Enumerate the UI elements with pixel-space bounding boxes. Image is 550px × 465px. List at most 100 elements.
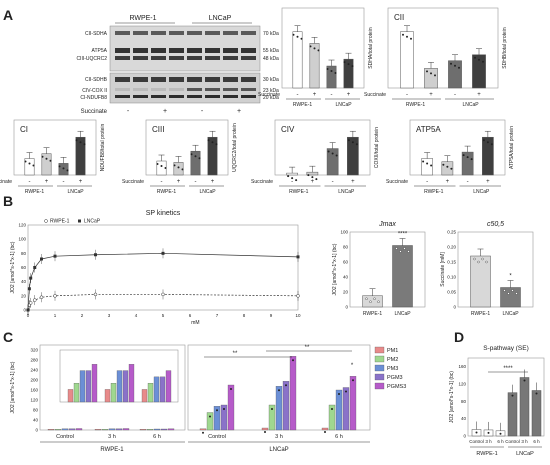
bar: [153, 428, 161, 431]
blot-band: [133, 77, 148, 82]
timepoint-label: 6 h: [335, 434, 343, 440]
bar: [328, 404, 336, 431]
blot-group-label: LNCaP: [209, 15, 232, 22]
bar: [268, 404, 276, 431]
blot-band: [187, 31, 202, 35]
bar: [261, 427, 269, 431]
data-point: [32, 164, 35, 167]
blot-band-name: CI-NDUFB8: [80, 95, 107, 101]
data-point: [313, 47, 316, 50]
data-point: [307, 174, 310, 177]
data-point: [369, 300, 372, 303]
inset-bar: [122, 370, 129, 403]
data-point: [181, 168, 184, 171]
data-point: [450, 62, 452, 65]
blot-band-name: CII-SDHB: [85, 77, 108, 83]
data-point: [331, 408, 333, 410]
data-point: [474, 56, 476, 59]
succinate-mark: +: [311, 179, 315, 185]
blot-band-name: CIII-UQCRC2: [76, 56, 107, 62]
bar: [108, 428, 116, 431]
succinate-label: Succinate: [122, 179, 144, 185]
blot-band: [187, 88, 202, 91]
blot-band: [115, 31, 130, 35]
significance-label: *: [351, 363, 354, 369]
data-point: [202, 431, 204, 434]
y-tick-label: 0: [463, 434, 466, 439]
blot-band-name: CIV-COX II: [82, 88, 107, 94]
blot-band: [151, 77, 166, 82]
data-point: [66, 169, 69, 172]
succinate-mark: -: [331, 92, 333, 98]
data-point: [190, 153, 193, 156]
data-point: [211, 141, 214, 144]
y-tick-label: 320: [30, 348, 38, 353]
category-label: RWPE-1: [471, 311, 491, 317]
succinate-mark: +: [313, 92, 317, 98]
y-tick-label: 160: [458, 364, 466, 369]
series-point: [27, 287, 31, 291]
chart-title: CIV: [281, 125, 295, 134]
blot-band: [133, 31, 148, 35]
bar: [289, 356, 297, 431]
panel-letter: A: [3, 7, 13, 23]
legend-marker: [44, 219, 48, 223]
inset-bar: [147, 382, 154, 403]
blot-band: [241, 95, 256, 98]
group-label: LNCaP: [462, 102, 479, 108]
plot-frame: [349, 231, 426, 308]
data-point: [395, 247, 398, 250]
succinate-mark: -: [161, 179, 163, 185]
group-label: RWPE-1: [157, 189, 177, 195]
bar: [61, 428, 69, 431]
data-point: [355, 143, 358, 146]
data-point: [373, 297, 376, 300]
bar: [531, 390, 542, 437]
data-point: [215, 143, 218, 146]
chart-title: CI: [20, 125, 28, 134]
y-tick-label: 160: [30, 388, 38, 393]
inset-bar: [73, 382, 80, 403]
blot-band: [187, 48, 202, 53]
series-line: [27, 252, 299, 311]
blot-band-name: CII-SDHA: [85, 31, 108, 37]
blot-succinate-mark: -: [201, 108, 204, 115]
blot-band: [115, 48, 130, 53]
blot-band: [223, 77, 238, 82]
data-point: [499, 432, 502, 435]
succinate-mark: -: [406, 92, 408, 98]
x-tick-label: 1: [54, 313, 57, 318]
data-point: [442, 163, 445, 166]
legend-label: PGMS3: [387, 384, 406, 390]
succinate-mark: -: [29, 179, 31, 185]
group-label: RWPE-1: [100, 447, 124, 453]
plot-frame: [13, 119, 97, 176]
bar: [139, 429, 147, 431]
y-tick-label: 120: [30, 398, 38, 403]
bar: [213, 406, 221, 431]
blot-band: [187, 56, 202, 60]
bar: [321, 427, 329, 431]
data-point: [490, 143, 493, 146]
data-point: [271, 408, 273, 410]
blot-band: [169, 56, 184, 60]
blot-band: [133, 48, 148, 53]
data-point: [278, 389, 280, 392]
data-point: [406, 35, 408, 38]
timepoint-label: 6 h: [153, 434, 161, 440]
data-point: [331, 152, 334, 155]
chart-title: Jmax: [378, 221, 396, 228]
series-point: [93, 292, 98, 297]
blot-band: [169, 88, 184, 91]
data-point: [458, 66, 460, 69]
x-tick-label: 8: [243, 313, 246, 318]
data-point: [173, 164, 176, 167]
data-point: [83, 143, 86, 146]
blot-band: [241, 31, 256, 35]
panelD-title: S-pathway (SE): [483, 345, 529, 352]
blot-band: [151, 31, 166, 35]
y-tick-label: 40: [33, 418, 39, 423]
bar: [199, 428, 207, 431]
